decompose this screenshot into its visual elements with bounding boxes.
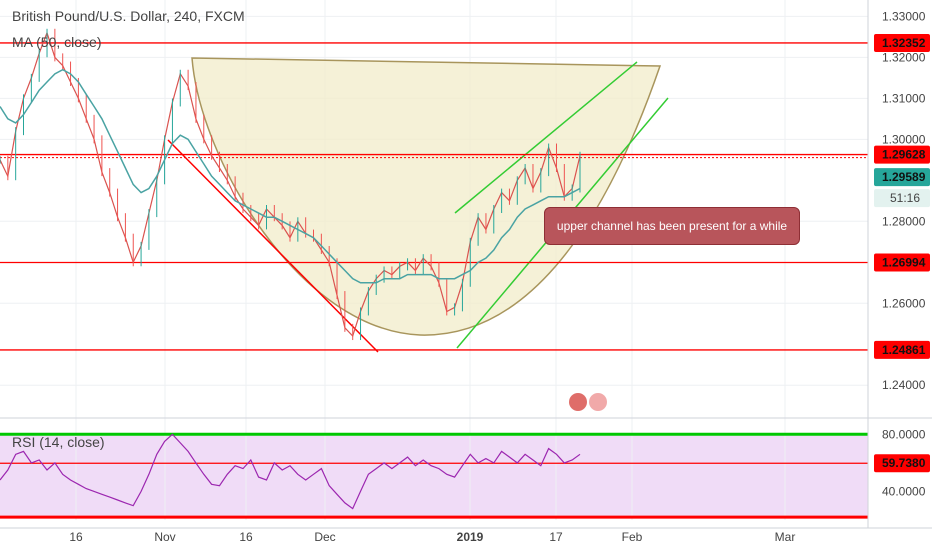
- annotation-box[interactable]: upper channel has been present for a whi…: [544, 207, 800, 245]
- downtrend-line: [167, 139, 379, 353]
- rsi-line: [0, 433, 581, 510]
- x-tick-5: 17: [549, 530, 563, 544]
- current-price-badge: 1.29589: [882, 170, 926, 184]
- chart-title: British Pound/U.S. Dollar, 240, FXCM: [12, 8, 245, 24]
- ma-legend[interactable]: MA (50, close): [12, 34, 102, 50]
- channel-upper: [454, 61, 638, 214]
- cup-pattern: [191, 57, 662, 336]
- countdown-text: 51:16: [890, 191, 920, 205]
- x-tick-1: Nov: [154, 530, 175, 544]
- annotation-text: upper channel has been present for a whi…: [556, 219, 788, 233]
- level-badge-0-bg: [874, 33, 930, 52]
- level-badge-1: 1.29628: [882, 148, 926, 162]
- x-tick-3: Dec: [314, 530, 335, 544]
- y-tick-0: 1.33000: [882, 9, 926, 23]
- level-badge-0: 1.32352: [882, 36, 926, 50]
- level-badge-2-bg: [874, 253, 930, 272]
- y-tick-6: 1.24000: [882, 378, 926, 392]
- level-badge-1-bg: [874, 145, 930, 164]
- rsi-level-badge-bg: [874, 454, 930, 473]
- rsi-legend[interactable]: RSI (14, close): [12, 434, 105, 450]
- y-tick-5: 1.26000: [882, 296, 926, 310]
- level-badge-3-bg: [874, 340, 930, 359]
- countdown-bg: [874, 189, 930, 208]
- rsi-band: [0, 434, 868, 518]
- flag-icon-uk: [569, 393, 587, 411]
- x-tick-4: 2019: [457, 530, 484, 544]
- level-badge-2: 1.26994: [882, 256, 926, 270]
- y-tick-1: 1.32000: [882, 50, 926, 64]
- ma-line: [0, 68, 581, 284]
- y-tick-3: 1.30000: [882, 132, 926, 146]
- y-tick-4: 1.28000: [882, 214, 926, 228]
- y-tick-2: 1.31000: [882, 91, 926, 105]
- level-badge-3: 1.24861: [882, 343, 926, 357]
- x-tick-2: 16: [239, 530, 253, 544]
- rsi-tick-1: 40.0000: [882, 484, 926, 498]
- rsi-level-badge: 59.7380: [882, 456, 926, 470]
- rsi-tick-0: 80.0000: [882, 427, 926, 441]
- current-price-badge-bg: [874, 168, 930, 187]
- x-tick-6: Feb: [622, 530, 643, 544]
- flag-icon-us: [589, 393, 607, 411]
- x-tick-7: Mar: [775, 530, 796, 544]
- x-tick-0: 16: [69, 530, 83, 544]
